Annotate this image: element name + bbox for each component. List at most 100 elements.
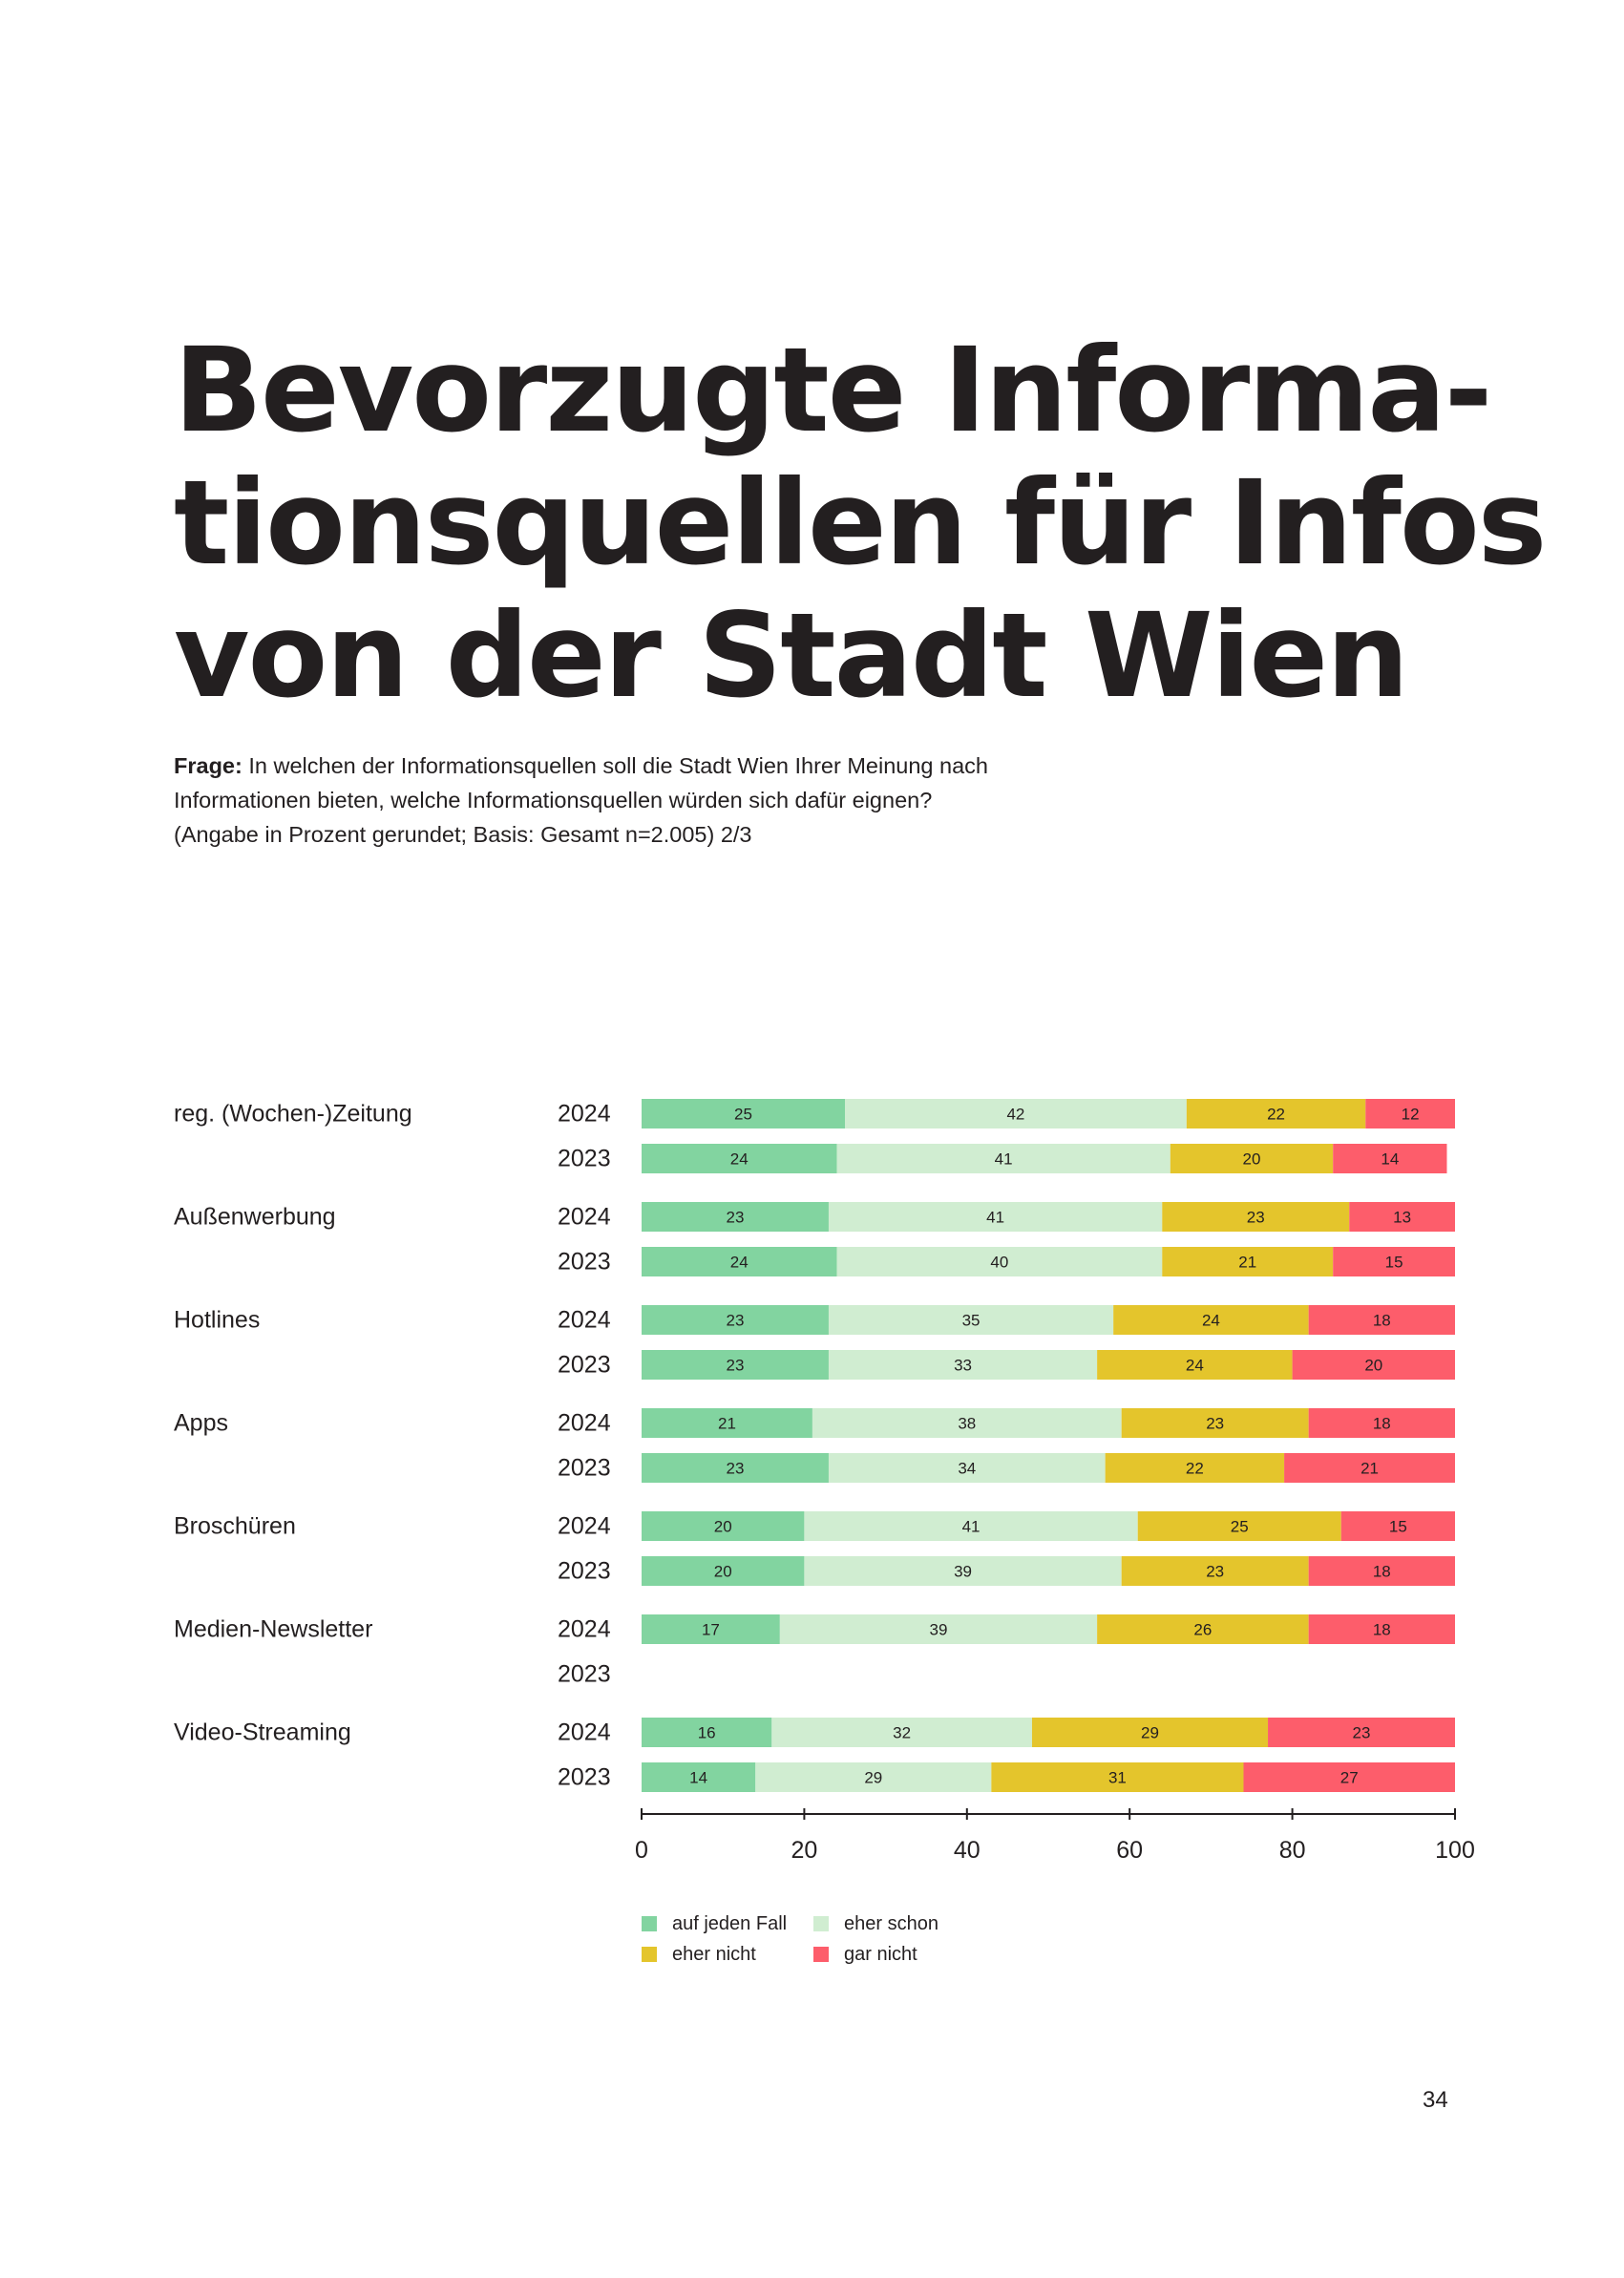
bar-segment (812, 1408, 1122, 1438)
year-label: 2023 (558, 1146, 611, 1172)
category-label: Apps (174, 1410, 228, 1437)
data-label: 23 (1206, 1415, 1224, 1433)
legend-swatch (642, 1916, 657, 1931)
data-label: 23 (1206, 1563, 1224, 1581)
data-label: 42 (1006, 1106, 1024, 1124)
data-label: 12 (1402, 1106, 1420, 1124)
data-label: 18 (1373, 1621, 1391, 1639)
bar-segment (1097, 1350, 1293, 1380)
bar-segment (1162, 1202, 1350, 1232)
year-label: 2024 (558, 1307, 611, 1334)
bar-segment (642, 1762, 756, 1792)
question-text: Frage: In welchen der Informationsquelle… (174, 749, 1128, 852)
bar-segment (828, 1350, 1098, 1380)
data-label: 18 (1373, 1312, 1391, 1330)
bar-segment (642, 1453, 829, 1483)
x-tick-label: 40 (954, 1837, 981, 1864)
bar-segment (804, 1511, 1138, 1541)
data-label: 25 (1231, 1518, 1249, 1536)
bar-segment (642, 1099, 845, 1128)
legend-item: gar nicht (813, 1943, 917, 1966)
data-label: 13 (1393, 1209, 1411, 1227)
year-label: 2023 (558, 1455, 611, 1482)
data-label: 31 (1108, 1769, 1127, 1787)
data-label: 32 (893, 1724, 911, 1742)
question-line-1: Frage: In welchen der Informationsquelle… (174, 749, 1128, 783)
bar-segment (1137, 1511, 1341, 1541)
x-tick-label: 20 (791, 1837, 817, 1864)
year-label: 2023 (558, 1764, 611, 1791)
data-label: 17 (702, 1621, 720, 1639)
bar-segment (779, 1614, 1098, 1644)
data-label: 23 (1353, 1724, 1371, 1742)
page-title: Bevorzugte Informa- tionsquellen für Inf… (174, 325, 1547, 724)
bar-segment (771, 1718, 1032, 1747)
data-label: 14 (689, 1769, 707, 1787)
year-label: 2023 (558, 1558, 611, 1585)
data-label: 41 (986, 1209, 1004, 1227)
bar-segment (1031, 1718, 1269, 1747)
bar-segment (642, 1305, 829, 1335)
data-label: 20 (1364, 1357, 1382, 1375)
bar-segment (1268, 1718, 1455, 1747)
data-label: 39 (954, 1563, 972, 1581)
data-label: 40 (990, 1254, 1008, 1272)
bar-segment (1349, 1202, 1455, 1232)
bar-segment (836, 1144, 1171, 1173)
data-label: 23 (727, 1312, 745, 1330)
bar-segment (1121, 1408, 1309, 1438)
bar-segment (1333, 1247, 1455, 1276)
bar-segment (836, 1247, 1163, 1276)
data-label: 18 (1373, 1415, 1391, 1433)
legend-item: auf jeden Fall (642, 1912, 787, 1935)
legend-item: eher schon (813, 1912, 939, 1935)
data-label: 27 (1340, 1769, 1359, 1787)
data-label: 23 (727, 1357, 745, 1375)
bar-segment (991, 1762, 1244, 1792)
data-label: 38 (958, 1415, 976, 1433)
bar-segment (845, 1099, 1187, 1128)
bar-segment (642, 1511, 805, 1541)
data-label: 34 (958, 1460, 976, 1478)
year-label: 2024 (558, 1616, 611, 1643)
data-label: 26 (1193, 1621, 1212, 1639)
data-label: 21 (1238, 1254, 1256, 1272)
category-label: Medien-Newsletter (174, 1616, 372, 1643)
year-label: 2023 (558, 1249, 611, 1276)
data-label: 24 (730, 1254, 749, 1272)
year-label: 2024 (558, 1204, 611, 1231)
bar-segment (1308, 1305, 1455, 1335)
bar-segment (642, 1556, 805, 1586)
data-label: 24 (730, 1150, 749, 1169)
bar-segment (642, 1144, 837, 1173)
legend-swatch (813, 1947, 829, 1962)
data-label: 41 (962, 1518, 981, 1536)
title-line-3: von der Stadt Wien (174, 588, 1409, 724)
bar-segment (828, 1305, 1114, 1335)
question-line-3: (Angabe in Prozent gerundet; Basis: Gesa… (174, 822, 752, 847)
bar-segment (642, 1202, 829, 1232)
category-label: Video-Streaming (174, 1719, 351, 1746)
bar-segment (1308, 1556, 1455, 1586)
data-label: 18 (1373, 1563, 1391, 1581)
data-label: 29 (864, 1769, 882, 1787)
bar-segment (1365, 1099, 1455, 1128)
data-label: 16 (698, 1724, 716, 1742)
bar-segment (1162, 1247, 1334, 1276)
bar-segment (1284, 1453, 1455, 1483)
legend-swatch (642, 1947, 657, 1962)
year-label: 2024 (558, 1719, 611, 1746)
legend-label: eher nicht (672, 1944, 756, 1965)
bar-segment (1243, 1762, 1455, 1792)
data-label: 23 (727, 1209, 745, 1227)
legend-item: eher nicht (642, 1943, 756, 1966)
legend-label: eher schon (844, 1913, 939, 1934)
data-label: 22 (1186, 1460, 1204, 1478)
bar-segment (1105, 1453, 1285, 1483)
legend-swatch (813, 1916, 829, 1931)
data-label: 23 (727, 1460, 745, 1478)
data-label: 15 (1385, 1254, 1403, 1272)
category-label: reg. (Wochen-)Zeitung (174, 1101, 412, 1128)
bar-segment (1292, 1350, 1455, 1380)
